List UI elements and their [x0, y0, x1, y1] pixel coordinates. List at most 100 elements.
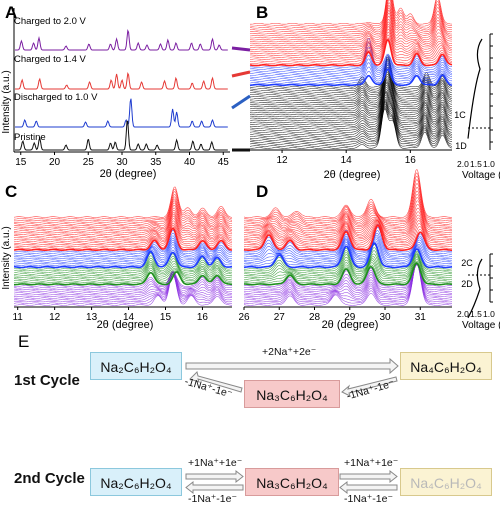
- ticksD-label-2: 28: [309, 312, 321, 323]
- gC-trace-purple-5: [14, 272, 233, 298]
- panel-d-vtick-1: 1.0: [483, 309, 495, 319]
- ticksB-label-2: 16: [405, 155, 417, 166]
- gD-trace-red-10: [243, 200, 452, 234]
- gC-trace-red-15: [13, 196, 233, 225]
- gB-trace-black-23: [249, 70, 453, 104]
- gC-trace-red-11: [13, 204, 233, 232]
- cycle2-forward-left-label: +1Na⁺+1e⁻: [188, 457, 243, 469]
- panel-a-xtick-5: 40: [184, 157, 196, 168]
- gB-trace-blue-0: [249, 68, 453, 87]
- panel-d-xticks: 26 27 28 29 30 31: [238, 307, 426, 323]
- gC-trace-green-4: [13, 263, 233, 279]
- gD-trace-red-18: [243, 172, 453, 220]
- panel-b-vtick-2: 2.0: [457, 159, 469, 169]
- panel-b-vtick-1: 1.0: [483, 159, 495, 169]
- gD-trace-green-3: [244, 258, 453, 280]
- panel-a-xtick-2: 25: [83, 157, 95, 168]
- gD-trace-red-7: [243, 211, 453, 239]
- ticksC-label-4: 15: [160, 312, 172, 323]
- gB-trace-black-30: [249, 56, 453, 90]
- panel-a-xtick-4: 35: [150, 157, 162, 168]
- gB-trace-red-11: [249, 9, 453, 45]
- gD-trace-blue-0: [243, 242, 453, 269]
- gB-trace-blue-4: [249, 58, 453, 78]
- panel-d-label-2c: 2C: [461, 258, 473, 268]
- panel-label-c: C: [5, 182, 17, 201]
- gC-trace-purple-11: [13, 270, 233, 287]
- panel-a-xlabel: 2θ (degree): [100, 168, 157, 180]
- gB-trace-red-16: [249, 0, 452, 35]
- gB-trace-blue-7: [249, 46, 453, 72]
- gB-trace-red-4: [249, 28, 452, 58]
- ticksB-label-0: 12: [277, 155, 289, 166]
- gB-trace-black-9: [250, 94, 452, 131]
- gB-voltage-curve: [467, 38, 483, 139]
- panel-a-xticks: 15 20 25 30 35 40 45: [15, 152, 229, 168]
- ticksD-label-0: 26: [238, 312, 250, 323]
- ticksC-label-1: 12: [49, 312, 61, 323]
- gC-trace-red-3: [13, 222, 233, 246]
- arrow-2nd-back-left: [185, 480, 244, 495]
- panel-e-arrows: [185, 357, 399, 495]
- compound-na3-cycle1: Na₃C₆H₂O₄: [244, 380, 340, 408]
- ticksC-label-3: 14: [123, 312, 135, 323]
- gB-trace-black-4: [249, 102, 453, 141]
- gC-trace-purple-8: [13, 271, 233, 292]
- panel-label-e: E: [18, 332, 29, 351]
- gC-trace-purple-7: [13, 271, 232, 294]
- panel-d-voltage-label: Voltage (V): [462, 320, 500, 331]
- ticksC-label-5: 16: [197, 312, 209, 323]
- legend-label-pristine: Pristine: [14, 132, 46, 143]
- gC-trace-purple-2: [14, 273, 233, 303]
- cycle2-back-right-label: -1Na⁺-1e⁻: [344, 493, 394, 505]
- gB-trace-red-8: [250, 18, 453, 51]
- gC-trace-purple-1: [13, 273, 233, 304]
- gC-trace-blue-8: [13, 232, 233, 254]
- gD-trace-green-7: [243, 250, 453, 273]
- gC-trace-purple-4: [13, 273, 232, 299]
- gC-trace-red-8: [13, 211, 232, 237]
- gB-trace-red-6: [249, 24, 453, 55]
- legend-label-1-4v: Charged to 1.4 V: [14, 54, 86, 65]
- ticksB-label-1: 14: [341, 155, 353, 166]
- gD-trace-green-0: [243, 262, 453, 286]
- gB-trace-black-1: [249, 106, 453, 147]
- gB-trace-red-15: [249, 0, 453, 37]
- gB-trace-red-14: [249, 1, 453, 39]
- gB-trace-black-15: [249, 85, 453, 120]
- gB-trace-red-7: [249, 21, 453, 53]
- gB-trace-black-19: [250, 78, 453, 112]
- gB-trace-red-20: [249, 0, 453, 27]
- gB-trace-blue-1: [249, 66, 452, 84]
- ticksD-label-5: 31: [415, 312, 427, 323]
- gB-trace-blue-6: [249, 50, 453, 74]
- gC-trace-blue-0: [13, 251, 233, 269]
- cycle1-forward-label: +2Na⁺+2e⁻: [262, 346, 317, 358]
- gB-trace-black-16: [250, 83, 453, 118]
- gB-trace-black-14: [249, 87, 453, 122]
- panel-b-vtick-15: 1.5: [470, 159, 482, 169]
- panel-a-link-arrow-1: [231, 70, 251, 78]
- gC-trace-green-9: [14, 253, 233, 270]
- gB-trace-black-7: [249, 98, 453, 135]
- gC-trace-blue-9: [13, 229, 233, 253]
- arrow-1st-forward: [185, 357, 399, 375]
- gB-trace-red-21: [250, 0, 453, 25]
- gC-trace-red-19: [13, 186, 233, 218]
- gB-trace-red-19: [249, 0, 453, 29]
- gD-trace-green-1: [243, 261, 453, 284]
- arrow-2nd-back-right: [339, 480, 398, 495]
- ticksD-label-1: 27: [274, 312, 286, 323]
- cycle-1-label: 1st Cycle: [14, 372, 80, 389]
- ticksC-label-0: 11: [12, 312, 23, 323]
- gC-trace-red-12: [13, 202, 233, 230]
- gD-trace-red-2: [243, 224, 453, 248]
- panel-b-label-1d: 1D: [455, 141, 467, 151]
- compound-na4-cycle2: Na₄C₆H₂O₄: [400, 468, 492, 496]
- gD-trace-red-15: [243, 182, 453, 225]
- gD-trace-blue-6: [243, 232, 453, 258]
- panel-a-link-arrow-0: [231, 46, 251, 52]
- cycle2-forward-right-label: +1Na⁺+1e⁻: [344, 457, 399, 469]
- panel-label-b: B: [256, 3, 268, 22]
